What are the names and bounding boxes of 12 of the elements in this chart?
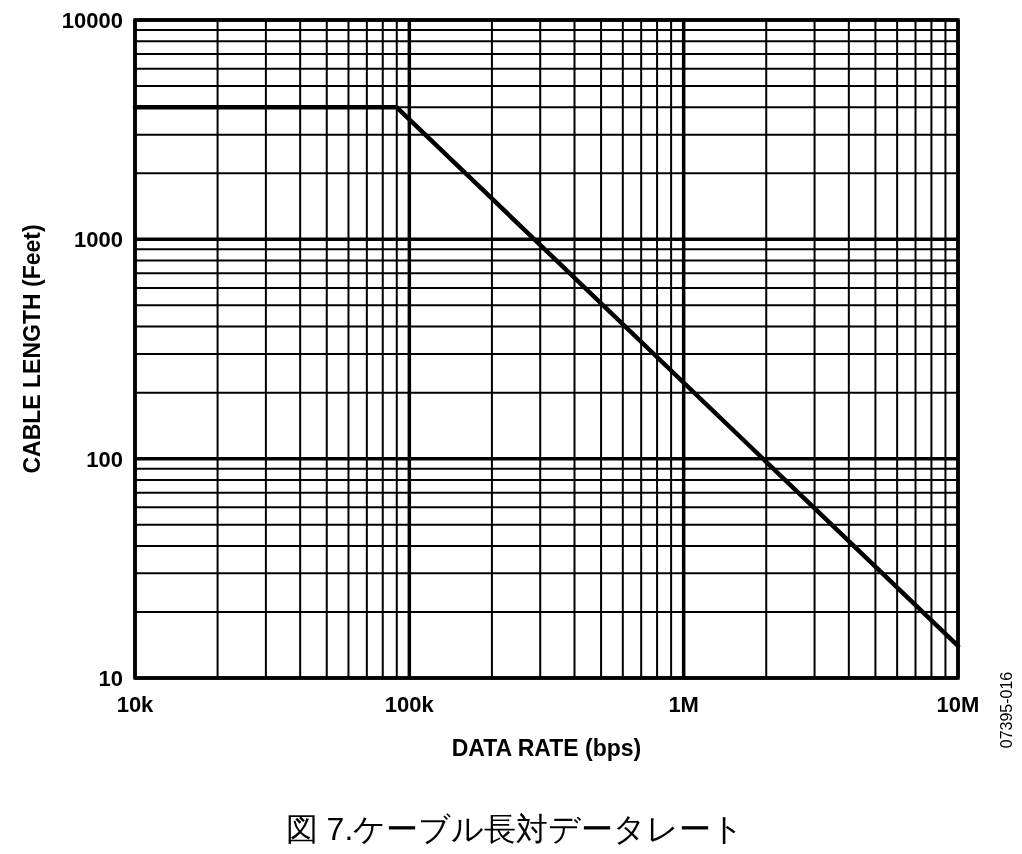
y-tick-label: 10000 xyxy=(61,8,123,33)
x-tick-label: 10k xyxy=(116,692,155,717)
x-tick-label: 10M xyxy=(936,692,980,717)
y-tick-label: 100 xyxy=(86,446,123,472)
y-axis-title: CABLE LENGTH (Feet) xyxy=(19,224,45,474)
text: 07395-016 xyxy=(998,671,1015,749)
x-axis-title: DATA RATE (bps) xyxy=(451,735,642,761)
y-tick-label: 1000 xyxy=(74,227,123,253)
y-tick-label: 10 xyxy=(98,666,123,691)
caption: 図 7.ケーブル長対データレート xyxy=(285,811,745,847)
x-tick-label: 100k xyxy=(384,692,435,717)
x-tick-label: 1M xyxy=(668,692,699,717)
